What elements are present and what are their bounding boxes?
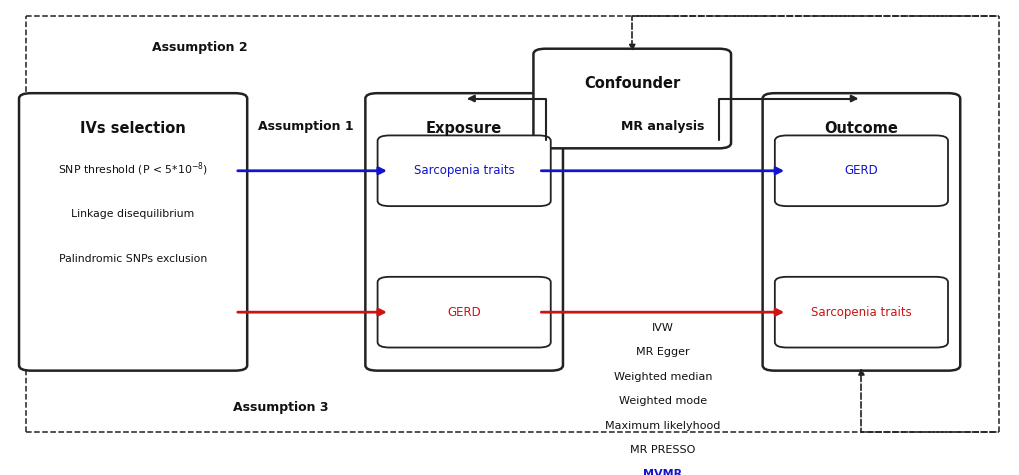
Text: Exposure: Exposure — [426, 121, 501, 136]
FancyBboxPatch shape — [774, 277, 947, 348]
Text: MVMR: MVMR — [643, 469, 682, 475]
Text: Weighted median: Weighted median — [613, 371, 711, 381]
FancyBboxPatch shape — [377, 277, 550, 348]
Text: Outcome: Outcome — [823, 121, 898, 136]
Text: Weighted mode: Weighted mode — [619, 396, 706, 406]
Text: MR Egger: MR Egger — [636, 347, 689, 357]
FancyBboxPatch shape — [377, 135, 550, 206]
Text: IVs selection: IVs selection — [81, 121, 185, 136]
Text: Assumption 3: Assumption 3 — [232, 401, 328, 414]
FancyBboxPatch shape — [533, 49, 731, 148]
Text: MR analysis: MR analysis — [621, 120, 704, 133]
Text: GERD: GERD — [447, 306, 481, 319]
Text: GERD: GERD — [844, 164, 877, 177]
Text: Palindromic SNPs exclusion: Palindromic SNPs exclusion — [59, 254, 207, 264]
Text: SNP threshold (P < 5*10$^{-8}$): SNP threshold (P < 5*10$^{-8}$) — [58, 161, 208, 179]
Text: MR PRESSO: MR PRESSO — [630, 445, 695, 455]
Text: Sarcopenia traits: Sarcopenia traits — [414, 164, 514, 177]
Text: Assumption 2: Assumption 2 — [152, 41, 247, 54]
Text: Sarcopenia traits: Sarcopenia traits — [810, 306, 911, 319]
Text: IVW: IVW — [651, 323, 674, 333]
FancyBboxPatch shape — [365, 93, 562, 371]
Text: Assumption 1: Assumption 1 — [258, 120, 354, 133]
Text: Maximum likelyhood: Maximum likelyhood — [604, 420, 719, 430]
FancyBboxPatch shape — [19, 93, 247, 371]
Text: Confounder: Confounder — [584, 76, 680, 91]
Text: Linkage disequilibrium: Linkage disequilibrium — [71, 209, 195, 219]
FancyBboxPatch shape — [762, 93, 959, 371]
FancyBboxPatch shape — [774, 135, 947, 206]
